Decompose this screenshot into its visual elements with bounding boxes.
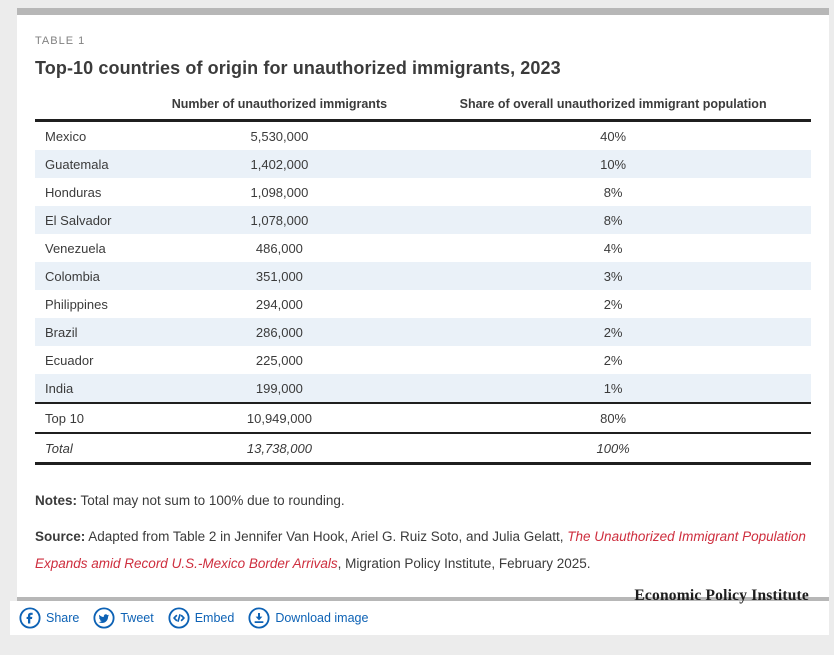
number-cell: 1,402,000 <box>250 156 309 172</box>
download-icon <box>248 607 270 629</box>
data-table: Number of unauthorized immigrants Share … <box>35 97 811 465</box>
twitter-share-button[interactable]: Tweet <box>93 607 154 629</box>
facebook-share-button[interactable]: Share <box>19 607 79 629</box>
table-row: Brazil 286,000 2% <box>35 318 811 346</box>
number-cell: 1,098,000 <box>250 184 309 200</box>
download-image-button[interactable]: Download image <box>248 607 368 629</box>
number-cell: 1,078,000 <box>250 212 309 228</box>
share-cell: 10% <box>600 156 627 172</box>
share-cell: 3% <box>603 268 623 284</box>
country-cell: Colombia <box>45 268 100 284</box>
number-cell: 13,738,000 <box>143 432 416 465</box>
share-cell: 2% <box>603 324 623 340</box>
country-cell: Honduras <box>45 184 102 200</box>
country-cell: Guatemala <box>45 156 109 172</box>
share-cell: 4% <box>603 240 623 256</box>
notes-text: Notes: Total may not sum to 100% due to … <box>35 491 811 511</box>
table-row: Mexico 5,530,000 40% <box>35 121 811 151</box>
table-row: Ecuador 225,000 2% <box>35 346 811 374</box>
share-cell: 2% <box>603 352 623 368</box>
source-body-before: Adapted from Table 2 in Jennifer Van Hoo… <box>85 529 568 545</box>
country-cell: El Salvador <box>45 212 112 228</box>
summary-label: Total <box>35 432 144 465</box>
table-row: Venezuela 486,000 4% <box>35 234 811 262</box>
share-cell: 8% <box>603 184 623 200</box>
column-header-country <box>35 97 144 122</box>
share-cell: 2% <box>603 296 623 312</box>
source-text: Source: Adapted from Table 2 in Jennifer… <box>35 524 811 577</box>
table-number-label: TABLE 1 <box>35 35 86 47</box>
table-row: Honduras 1,098,000 8% <box>35 178 811 206</box>
country-cell: Brazil <box>45 324 78 340</box>
header-row: Number of unauthorized immigrants Share … <box>35 97 811 122</box>
table-row: Colombia 351,000 3% <box>35 262 811 290</box>
country-cell: Venezuela <box>45 240 106 256</box>
download-image-button-label: Download image <box>275 611 369 625</box>
number-cell: 225,000 <box>255 352 303 368</box>
notes-label: Notes: <box>35 493 78 508</box>
summary-label: Top 10 <box>35 402 144 433</box>
country-cell: Ecuador <box>45 352 94 368</box>
share-toolbar: Share Tweet Embed <box>10 601 829 635</box>
embed-code-icon <box>168 607 190 629</box>
embed-button-label: Embed <box>194 611 235 625</box>
number-cell: 5,530,000 <box>250 128 309 144</box>
number-cell: 10,949,000 <box>143 402 416 433</box>
figure-title: Top-10 countries of origin for unauthori… <box>35 58 561 78</box>
share-cell: 80% <box>415 402 811 433</box>
share-cell: 1% <box>603 380 623 396</box>
total-summary-row: Total 13,738,000 100% <box>35 432 811 465</box>
epi-wordmark: Economic Policy Institute <box>634 586 809 604</box>
number-cell: 294,000 <box>255 296 303 312</box>
share-cell: 8% <box>603 212 623 228</box>
table-body: Mexico 5,530,000 40% Guatemala 1,402,000… <box>35 121 811 465</box>
notes-body: Total may not sum to 100% due to roundin… <box>77 493 345 508</box>
number-cell: 351,000 <box>255 268 303 284</box>
number-cell: 486,000 <box>255 240 303 256</box>
top10-summary-row: Top 10 10,949,000 80% <box>35 402 811 433</box>
share-cell: 100% <box>415 432 811 465</box>
figure-card: TABLE 1 Top-10 countries of origin for u… <box>17 8 829 604</box>
country-cell: India <box>45 380 74 396</box>
number-cell: 286,000 <box>255 324 303 340</box>
column-header-share: Share of overall unauthorized immigrant … <box>415 97 811 122</box>
source-body-after: , Migration Policy Institute, February 2… <box>337 555 591 571</box>
number-cell: 199,000 <box>255 380 303 396</box>
table-row: India 199,000 1% <box>35 374 811 403</box>
facebook-icon <box>19 607 41 629</box>
table-row: Philippines 294,000 2% <box>35 290 811 318</box>
column-header-number: Number of unauthorized immigrants <box>143 97 416 122</box>
source-link[interactable]: The Unauthorized Immigrant Population Ex… <box>35 529 806 571</box>
share-button-label: Share <box>46 611 80 625</box>
country-cell: Philippines <box>45 296 108 312</box>
table-row: Guatemala 1,402,000 10% <box>35 150 811 178</box>
share-cell: 40% <box>600 128 627 144</box>
country-cell: Mexico <box>45 128 87 144</box>
twitter-icon <box>93 607 115 629</box>
tweet-button-label: Tweet <box>120 611 154 625</box>
source-label: Source: <box>35 529 86 545</box>
embed-button[interactable]: Embed <box>168 607 235 629</box>
table-row: El Salvador 1,078,000 8% <box>35 206 811 234</box>
